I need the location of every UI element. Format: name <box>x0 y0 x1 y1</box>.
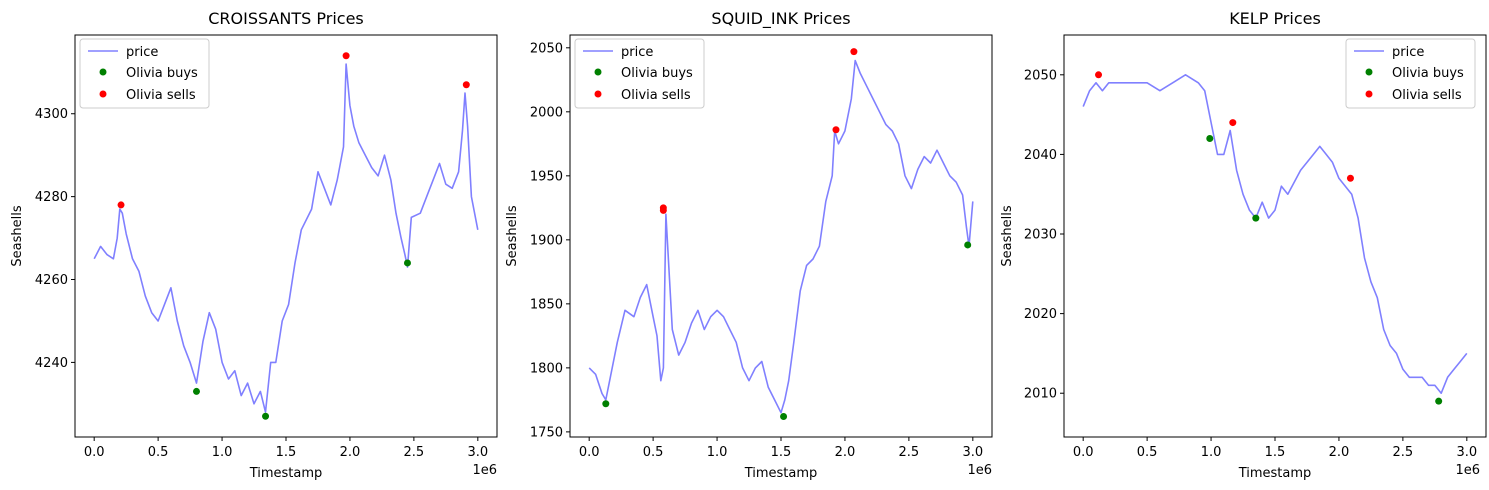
legend: price Olivia buys Olivia sells <box>79 38 210 109</box>
legend-sells-label: Olivia sells <box>126 88 196 103</box>
x-tick-label: 3.0 <box>1456 445 1477 460</box>
buy-marker <box>1252 214 1260 222</box>
sell-marker <box>1095 71 1103 79</box>
x-tick-label: 1.5 <box>771 445 792 460</box>
x-tick-label: 2.0 <box>1329 445 1350 460</box>
x-tick-label: 0.0 <box>579 445 600 460</box>
x-tick-label: 1.0 <box>1201 445 1222 460</box>
legend-buys-swatch <box>99 68 107 76</box>
y-tick-label: 2000 <box>530 105 563 120</box>
buy-marker <box>602 400 610 408</box>
x-tick-label: 1.0 <box>212 445 233 460</box>
y-tick-label: 1950 <box>530 169 563 184</box>
plot-area: 0.0 0.5 1.0 1.5 2.0 2.5 3.0 4240 4260 4280 4300 <box>35 34 498 460</box>
buy-marker <box>403 259 411 267</box>
plot-area: 0.0 0.5 1.0 1.5 2.0 2.5 3.0 1750 1800 1850 1900 195… <box>530 34 993 460</box>
price-series-line <box>93 63 479 413</box>
y-tick-label: 4300 <box>35 107 68 122</box>
legend-buys-swatch <box>1365 68 1373 76</box>
y-tick-label: 1850 <box>530 297 563 312</box>
buy-marker <box>1435 397 1443 405</box>
legend-sells-label: Olivia sells <box>621 88 691 103</box>
buy-marker <box>1206 134 1214 142</box>
x-tick-label: 3.0 <box>962 445 983 460</box>
buy-marker <box>780 413 788 421</box>
buy-marker <box>262 412 270 420</box>
plot-area: 0.0 0.5 1.0 1.5 2.0 2.5 3.0 2010 2020 2030 2040 205… <box>1024 34 1487 460</box>
sell-marker <box>1346 174 1354 182</box>
kelp-chart: KELP Prices 0.0 0.5 1.0 1.5 2.0 2.5 3.0 2010 202… <box>1000 9 1487 481</box>
x-offset-label: 1e6 <box>1455 463 1480 478</box>
legend-sells-swatch <box>594 90 602 98</box>
chart-title: SQUID_INK Prices <box>711 9 850 29</box>
legend-price-label: price <box>126 45 158 60</box>
y-axis-label: Seashells <box>10 205 25 266</box>
chart-title: CROISSANTS Prices <box>208 9 364 28</box>
legend-price-label: price <box>1392 45 1424 60</box>
chart-title: KELP Prices <box>1229 9 1321 28</box>
legend: price Olivia buys Olivia sells <box>1345 38 1476 109</box>
x-tick-label: 2.5 <box>1393 445 1414 460</box>
legend-sells-label: Olivia sells <box>1392 88 1462 103</box>
sell-marker <box>659 206 667 214</box>
y-tick-label: 2040 <box>1024 148 1057 163</box>
croissants-chart: CROISSANTS Prices 0.0 0.5 1.0 1.5 2.0 2.5 3.0 4… <box>10 9 498 481</box>
x-tick-label: 2.5 <box>899 445 920 460</box>
x-axis-label: Timestamp <box>744 466 818 481</box>
x-tick-label: 1.5 <box>276 445 297 460</box>
x-tick-label: 3.0 <box>467 445 488 460</box>
legend-buys-label: Olivia buys <box>1392 66 1464 81</box>
x-tick-label: 2.5 <box>404 445 425 460</box>
x-axis-label: Timestamp <box>249 466 323 481</box>
x-offset-label: 1e6 <box>967 463 992 478</box>
legend-frame <box>574 38 705 109</box>
sell-marker <box>462 81 470 89</box>
y-tick-label: 4260 <box>35 273 68 288</box>
y-tick-label: 4280 <box>35 190 68 205</box>
x-tick-label: 0.5 <box>148 445 169 460</box>
price-series-line <box>1082 74 1468 395</box>
x-tick-label: 2.0 <box>340 445 361 460</box>
buy-marker <box>964 241 972 249</box>
x-tick-label: 1.0 <box>707 445 728 460</box>
legend-buys-label: Olivia buys <box>621 66 693 81</box>
y-tick-label: 2030 <box>1024 228 1057 243</box>
sell-marker <box>832 126 840 134</box>
x-tick-label: 0.0 <box>1073 445 1094 460</box>
squid-ink-chart: SQUID_INK Prices 0.0 0.5 1.0 1.5 2.0 2.5 3.0 17… <box>505 9 993 481</box>
legend-sells-swatch <box>1365 90 1373 98</box>
sell-marker <box>117 201 125 209</box>
y-tick-label: 1750 <box>530 425 563 440</box>
y-tick-label: 4240 <box>35 356 68 371</box>
x-tick-label: 1.5 <box>1265 445 1286 460</box>
legend-buys-swatch <box>594 68 602 76</box>
x-tick-label: 2.0 <box>835 445 856 460</box>
legend-frame <box>79 38 210 109</box>
buy-marker <box>192 387 200 395</box>
legend-frame <box>1345 38 1476 109</box>
sell-marker <box>342 52 350 60</box>
y-tick-label: 1800 <box>530 361 563 376</box>
price-series-line <box>588 59 974 414</box>
sell-marker <box>850 48 858 56</box>
legend-price-label: price <box>621 45 653 60</box>
legend-buys-label: Olivia buys <box>126 66 198 81</box>
x-axis-label: Timestamp <box>1238 466 1312 481</box>
x-tick-label: 0.0 <box>84 445 105 460</box>
y-tick-label: 1900 <box>530 233 563 248</box>
x-tick-label: 0.5 <box>643 445 664 460</box>
y-tick-label: 2020 <box>1024 307 1057 322</box>
y-tick-label: 2050 <box>1024 68 1057 83</box>
legend-sells-swatch <box>99 90 107 98</box>
legend: price Olivia buys Olivia sells <box>574 38 705 109</box>
y-axis-label: Seashells <box>1000 205 1015 266</box>
y-tick-label: 2010 <box>1024 387 1057 402</box>
y-tick-label: 2050 <box>530 41 563 56</box>
sell-marker <box>1229 119 1237 127</box>
y-axis-label: Seashells <box>505 205 520 266</box>
x-tick-label: 0.5 <box>1137 445 1158 460</box>
x-offset-label: 1e6 <box>472 463 497 478</box>
